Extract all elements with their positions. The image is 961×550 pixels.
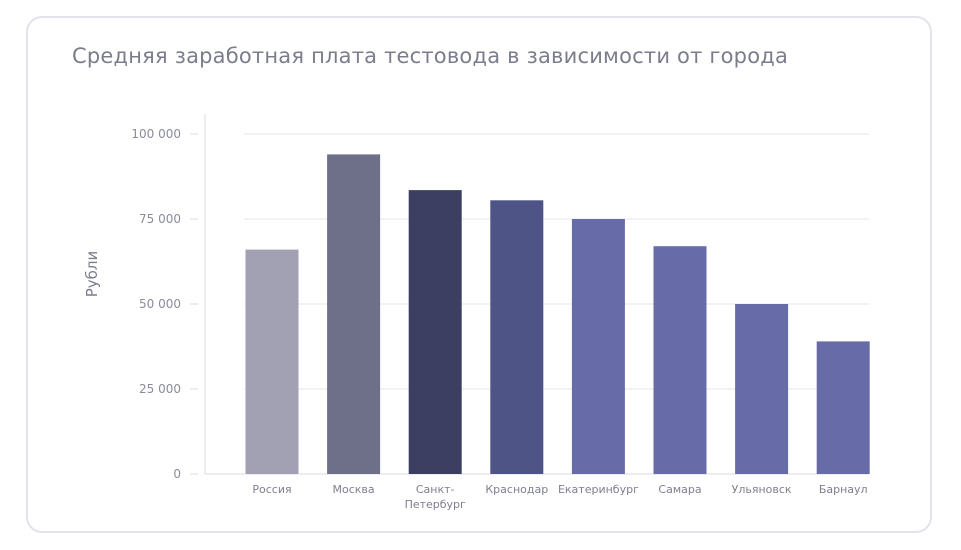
chart-title: Средняя заработная плата тестовода в зав… bbox=[72, 44, 789, 68]
x-category-label: Самара bbox=[658, 483, 701, 496]
bar-8 bbox=[816, 341, 870, 474]
x-category-label: Москва bbox=[333, 483, 375, 496]
bar-2 bbox=[327, 154, 381, 474]
bar-3 bbox=[408, 190, 462, 474]
bar-7 bbox=[735, 304, 789, 474]
x-category-label: Санкт-Петербург bbox=[405, 483, 466, 511]
x-category-label: Краснодар bbox=[485, 483, 548, 496]
y-tick-label: 100 000 bbox=[131, 127, 181, 141]
bar-5 bbox=[571, 219, 625, 474]
y-axis-label: Рубли bbox=[83, 251, 101, 298]
x-category-label: Россия bbox=[252, 483, 291, 496]
bar-6 bbox=[653, 246, 707, 474]
y-tick-label: 0 bbox=[173, 467, 181, 481]
y-tick-label: 50 000 bbox=[139, 297, 181, 311]
x-category-label: Екатеринбург bbox=[558, 483, 639, 496]
y-tick-label: 25 000 bbox=[139, 382, 181, 396]
bar-1 bbox=[245, 249, 299, 474]
bar-4 bbox=[490, 200, 544, 475]
x-category-label: Барнаул bbox=[819, 483, 868, 496]
x-category-label: Ульяновск bbox=[732, 483, 792, 496]
y-tick-label: 75 000 bbox=[139, 212, 181, 226]
